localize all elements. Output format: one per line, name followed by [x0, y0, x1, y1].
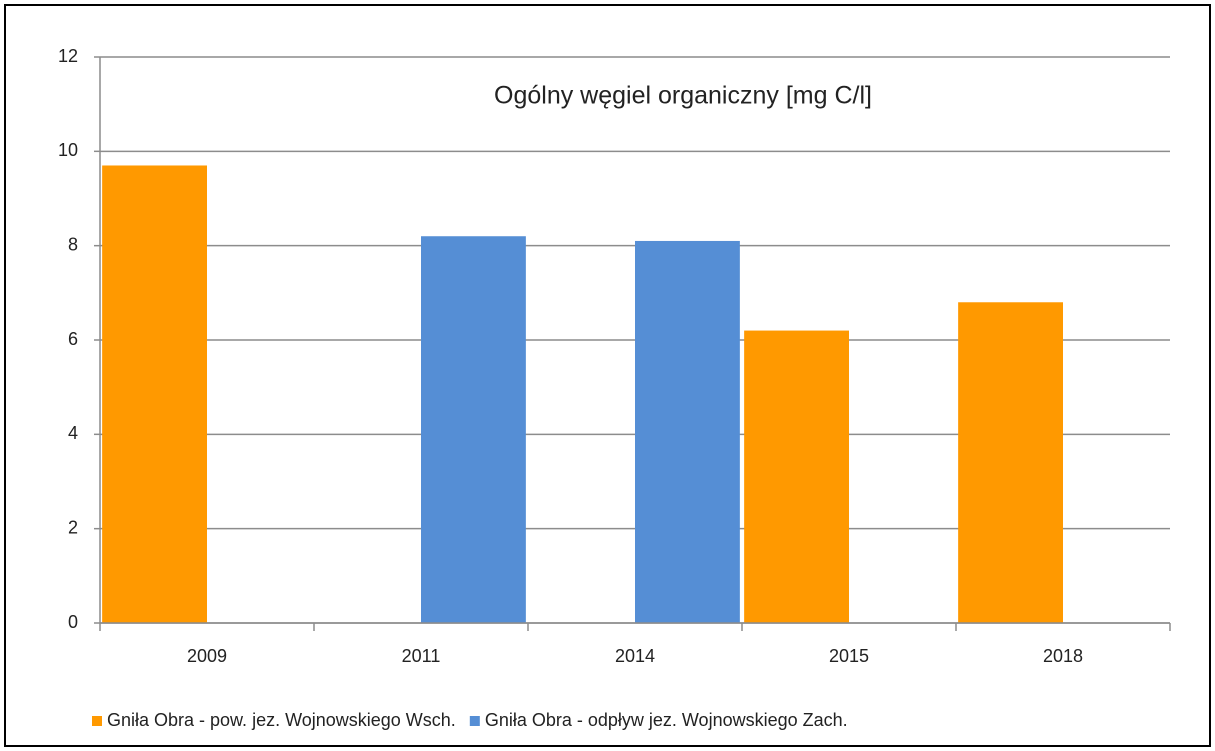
y-tick-label: 12 — [58, 46, 78, 66]
y-tick-label: 0 — [68, 612, 78, 632]
bar — [635, 240, 740, 623]
y-tick-label: 2 — [68, 517, 78, 537]
x-tick-label: 2014 — [615, 646, 655, 666]
x-tick-label: 2009 — [187, 646, 227, 666]
legend-swatch — [92, 716, 102, 726]
bar — [958, 302, 1063, 623]
x-tick-label: 2011 — [402, 646, 441, 666]
y-tick-label: 4 — [68, 423, 78, 443]
y-tick-label: 6 — [68, 329, 78, 349]
bar — [421, 236, 526, 623]
y-tick-label: 10 — [58, 140, 78, 160]
chart-title: Ogólny węgiel organiczny [mg C/l] — [494, 82, 872, 110]
x-tick-label: 2015 — [829, 646, 869, 666]
legend-label: Gniła Obra - odpływ jez. Wojnowskiego Za… — [485, 710, 848, 730]
legend-label: Gniła Obra - pow. jez. Wojnowskiego Wsch… — [107, 710, 456, 730]
bar — [744, 330, 849, 623]
x-tick-label: 2018 — [1043, 646, 1083, 666]
bar — [102, 165, 207, 623]
legend-swatch — [469, 716, 480, 726]
y-tick-label: 8 — [68, 234, 78, 254]
